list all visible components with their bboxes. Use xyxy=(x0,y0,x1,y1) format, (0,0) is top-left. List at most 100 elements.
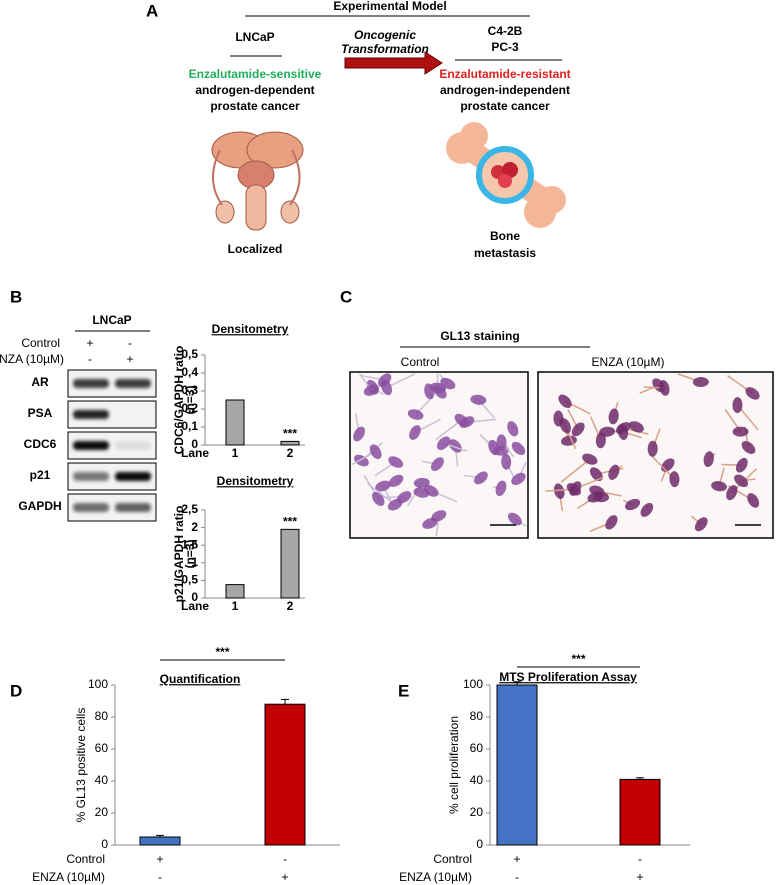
cell-nucleus xyxy=(628,421,644,433)
y-tick-label: 20 xyxy=(95,805,109,819)
y-tick-label: 0 xyxy=(476,837,483,851)
bar xyxy=(225,399,245,446)
status: Enzalutamide-resistant xyxy=(439,67,570,81)
cell-nucleus xyxy=(363,384,380,396)
cell-nucleus xyxy=(388,474,404,487)
y-tick-label: 60 xyxy=(95,741,109,755)
y-tick-label: 2 xyxy=(191,520,198,534)
blot-band xyxy=(73,441,109,450)
cell-nucleus xyxy=(369,444,382,460)
cell-nucleus xyxy=(625,498,641,511)
cell-nucleus xyxy=(496,434,507,451)
cell-nucleus xyxy=(407,409,424,420)
cell-nucleus xyxy=(747,493,760,508)
y-tick-label: 0,2 xyxy=(181,401,198,415)
panel-letter: A xyxy=(146,1,158,20)
condition-name: ENZA (10µM) xyxy=(399,870,472,884)
cell-nucleus xyxy=(745,387,760,400)
cell-nucleus xyxy=(409,425,421,440)
cell-line: LNCaP xyxy=(235,30,274,44)
cell-nucleus xyxy=(375,480,391,492)
condition-name: Control xyxy=(66,852,105,866)
panel-letter: D xyxy=(10,681,22,700)
x-tick-label: 1 xyxy=(232,446,239,460)
blot-band xyxy=(73,503,109,512)
cell-nucleus xyxy=(608,464,620,480)
cell-nucleus xyxy=(495,480,507,497)
cell-nucleus xyxy=(436,436,451,450)
cell-nucleus xyxy=(558,394,572,408)
cell-nucleus xyxy=(735,457,748,473)
condition-value: - xyxy=(283,852,287,866)
image-label: ENZA (10µM) xyxy=(592,355,665,369)
cell-nucleus xyxy=(605,515,618,530)
cell-nucleus xyxy=(431,510,447,522)
x-tick-label: 2 xyxy=(287,446,294,460)
cell-nucleus xyxy=(617,424,629,440)
chart-title: Densitometry xyxy=(212,322,289,336)
anatomy-illustration xyxy=(211,131,304,231)
y-tick-label: 1 xyxy=(191,555,198,569)
cell-nucleus xyxy=(507,512,522,526)
arrow-label: Oncogenic xyxy=(354,28,416,42)
blot-frame xyxy=(67,400,157,429)
cell-nucleus xyxy=(694,517,708,532)
cell-nucleus xyxy=(424,383,435,400)
cell-line: PC-3 xyxy=(491,40,519,54)
cell-line: C4-2B xyxy=(488,24,523,38)
condition-value: - xyxy=(158,870,162,884)
image-label: Control xyxy=(401,355,440,369)
bar xyxy=(225,584,245,599)
y-tick-label: 60 xyxy=(470,741,484,755)
condition-value: - xyxy=(128,336,132,350)
bone-illustration xyxy=(446,122,566,228)
blot-band xyxy=(73,410,109,419)
condition-value: + xyxy=(126,352,133,366)
y-axis-label: CDC6/GAPDH ratio xyxy=(172,346,186,455)
cell-nucleus xyxy=(647,440,658,457)
cell-nucleus xyxy=(511,472,526,485)
blot-band xyxy=(73,472,109,481)
condition-name: Control xyxy=(21,336,60,350)
blot-label: p21 xyxy=(30,468,51,482)
condition-value: + xyxy=(86,336,93,350)
description: prostate cancer xyxy=(210,99,300,113)
cell-nucleus xyxy=(454,413,469,427)
cell-nucleus xyxy=(470,394,487,405)
condition-value: - xyxy=(638,852,642,866)
cell-nucleus xyxy=(474,471,488,485)
cell-process xyxy=(435,419,462,440)
cell-nucleus xyxy=(732,397,743,414)
y-tick-label: 0,5 xyxy=(181,573,198,587)
cell-nucleus xyxy=(608,408,619,425)
blot-band xyxy=(73,379,109,388)
caption: metastasis xyxy=(474,246,536,260)
cell-nucleus xyxy=(371,491,385,507)
chart-title: Quantification xyxy=(160,672,241,686)
blot-band xyxy=(115,472,151,481)
bar xyxy=(139,836,181,846)
cell-nucleus xyxy=(553,410,564,427)
blot-band xyxy=(115,503,151,512)
blot-label: CDC6 xyxy=(24,437,57,451)
cell-nucleus xyxy=(659,380,670,396)
y-tick-label: 40 xyxy=(470,773,484,787)
condition-value: + xyxy=(513,852,520,866)
y-tick-label: 0,4 xyxy=(181,365,198,379)
condition-name: ENZA (10µM) xyxy=(0,352,64,366)
cell-process xyxy=(560,458,591,483)
cell-nucleus xyxy=(640,502,654,517)
heading: Experimental Model xyxy=(333,0,446,13)
y-tick-label: 2,5 xyxy=(181,502,198,516)
cell-nucleus xyxy=(741,441,756,454)
x-axis-label: Lane xyxy=(181,446,209,460)
condition-value: - xyxy=(88,352,92,366)
bar xyxy=(619,778,661,846)
y-tick-label: 0,5 xyxy=(181,347,198,361)
significance: *** xyxy=(283,427,297,441)
cell-nucleus xyxy=(569,481,582,496)
panel-letter: B xyxy=(10,287,22,306)
status: Enzalutamide-sensitive xyxy=(189,67,322,81)
cell-nucleus xyxy=(378,373,392,387)
description: prostate cancer xyxy=(460,99,550,113)
